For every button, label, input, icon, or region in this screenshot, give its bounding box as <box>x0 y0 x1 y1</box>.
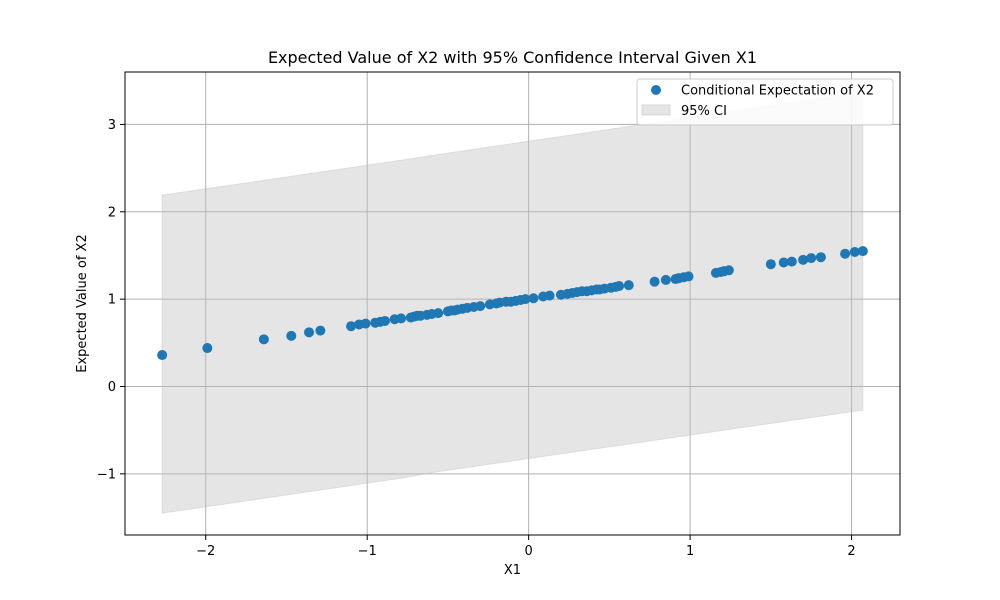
scatter-point-36 <box>520 294 531 305</box>
scatter-point-64 <box>765 259 776 270</box>
scatter-point-54 <box>649 276 660 287</box>
x-tick-label-0: −2 <box>196 544 215 559</box>
scatter-point-0 <box>157 350 168 361</box>
scatter-point-68 <box>806 253 817 264</box>
scatter-point-5 <box>315 325 326 336</box>
x-axis: −2 −1 0 1 2 <box>196 535 856 559</box>
scatter-point-65 <box>778 257 789 268</box>
scatter-point-20 <box>433 308 444 319</box>
legend-label-expectation: Conditional Expectation of X2 <box>681 84 874 99</box>
x-tick-label-2: 0 <box>525 544 533 559</box>
legend-label-ci: 95% CI <box>681 104 727 119</box>
y-tick-label-3: 2 <box>108 205 116 220</box>
x-tick-label-1: −1 <box>358 544 377 559</box>
scatter-point-39 <box>544 290 555 301</box>
scatter-point-69 <box>815 252 826 263</box>
y-tick-label-4: 3 <box>108 118 116 133</box>
plot-frame <box>124 71 901 536</box>
scatter-point-70 <box>840 248 851 259</box>
scatter-point-11 <box>379 315 390 326</box>
legend-frame <box>636 78 894 126</box>
x-axis-label: X1 <box>504 563 521 578</box>
chart-title: Expected Value of X2 with 95% Confidence… <box>268 48 757 67</box>
y-tick-label-2: 1 <box>108 293 116 308</box>
legend-marker-expectation <box>651 85 661 95</box>
scatter-point-13 <box>396 313 407 324</box>
scatter-point-37 <box>528 293 539 304</box>
scatter-point-71 <box>849 246 860 257</box>
scatter-point-63 <box>723 265 734 276</box>
scatter-point-8 <box>360 318 371 329</box>
scatter-point-67 <box>798 254 809 265</box>
scatter-points <box>157 246 868 361</box>
legend: Conditional Expectation of X2 95% CI <box>636 78 894 126</box>
scatter-point-6 <box>346 321 357 332</box>
scatter-point-1 <box>202 343 213 354</box>
scatter-point-3 <box>286 330 297 341</box>
scatter-point-53 <box>623 280 634 291</box>
scatter-point-52 <box>614 281 625 292</box>
y-axis-label: Expected Value of X2 <box>75 234 90 372</box>
scatter-point-55 <box>660 274 671 285</box>
legend-marker-ci <box>641 104 671 116</box>
y-tick-label-1: 0 <box>108 380 116 395</box>
scatter-point-66 <box>786 256 797 267</box>
scatter-point-72 <box>857 246 868 257</box>
x-tick-label-3: 1 <box>686 544 694 559</box>
y-axis: −1 0 1 2 3 <box>97 118 125 482</box>
x-tick-label-4: 2 <box>847 544 855 559</box>
scatter-point-4 <box>304 327 315 338</box>
scatter-point-2 <box>258 334 269 345</box>
scatter-point-59 <box>683 271 694 282</box>
y-tick-label-0: −1 <box>97 467 116 482</box>
scatter-point-28 <box>475 301 486 312</box>
